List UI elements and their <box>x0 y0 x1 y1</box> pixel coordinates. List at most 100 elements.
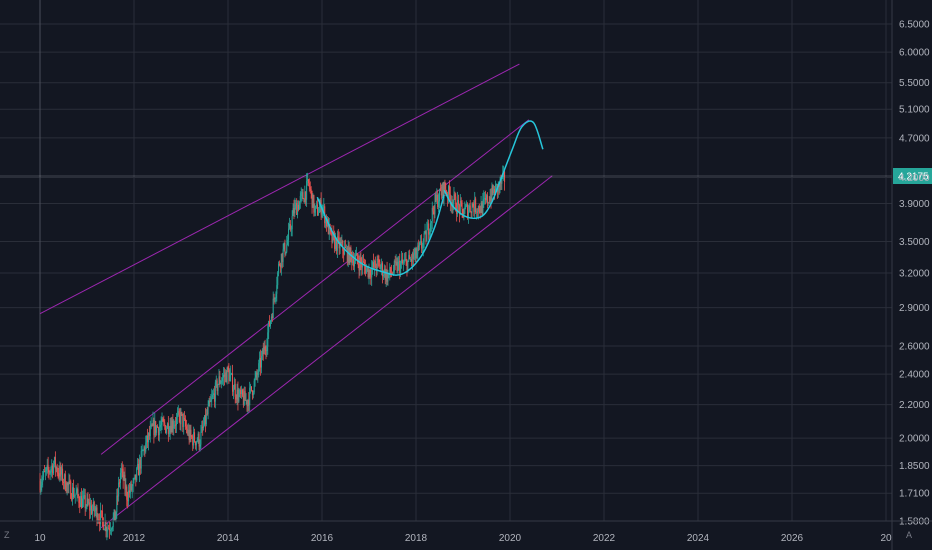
y-tick-label: 6.0000 <box>899 48 930 59</box>
candle-body <box>268 321 270 333</box>
candle-body <box>435 194 437 201</box>
candle-body <box>184 418 186 420</box>
candle-body <box>428 223 430 235</box>
candle-body <box>214 382 216 402</box>
candle-body <box>118 482 120 497</box>
candle-body <box>405 259 407 261</box>
candle-body <box>307 179 309 181</box>
candle-body <box>434 194 436 215</box>
last-price-label: 4.2175 <box>898 171 929 182</box>
middle-channel-line[interactable] <box>100 119 530 455</box>
candle-body <box>459 201 461 214</box>
candle-body <box>183 418 185 428</box>
candle-body <box>207 406 209 415</box>
x-tick-label: 2022 <box>593 533 616 544</box>
candle-body <box>112 517 114 527</box>
candle-body <box>68 481 70 486</box>
candle-body <box>92 502 94 510</box>
candle-body <box>99 519 101 525</box>
candle-body <box>397 262 399 272</box>
candle-body <box>491 185 493 201</box>
candle-body <box>209 400 211 402</box>
candle-body <box>147 433 149 443</box>
candle-body <box>162 418 164 422</box>
candle-body <box>301 192 303 194</box>
candle-body <box>127 499 129 502</box>
handle-curve[interactable] <box>443 185 499 219</box>
candle-body <box>475 198 477 213</box>
candle-body <box>396 261 398 272</box>
projection-arrow-curve[interactable] <box>497 120 544 187</box>
auto-scale-toggle-label[interactable]: A <box>906 530 913 540</box>
candle-body <box>176 414 178 418</box>
candle-body <box>328 224 330 235</box>
candle-body <box>296 203 298 215</box>
candle-body <box>307 179 309 183</box>
candle-body <box>468 205 470 211</box>
candle-body <box>238 394 240 402</box>
y-tick-label: 4.2000 <box>899 173 930 184</box>
y-tick-label: 1.5800 <box>899 517 930 528</box>
candle-body <box>186 428 188 434</box>
candle-body <box>477 206 479 212</box>
candle-body <box>71 498 73 500</box>
candle-body <box>456 211 458 214</box>
cup-curve[interactable] <box>316 194 445 276</box>
candle-body <box>342 241 344 251</box>
candle-body <box>166 423 168 429</box>
candle-body <box>131 486 133 491</box>
candle-body <box>294 204 296 214</box>
candle-body <box>303 198 305 203</box>
candle-body <box>215 380 217 383</box>
candle-body <box>58 473 60 477</box>
upper-channel-line[interactable] <box>39 63 520 315</box>
candle-body <box>467 210 469 218</box>
candle-body <box>394 261 396 262</box>
candle-body <box>448 185 450 199</box>
candle-body <box>471 203 473 214</box>
candle-body <box>157 427 159 436</box>
candle-body <box>336 236 338 251</box>
y-tick-label: 1.7100 <box>899 489 930 500</box>
y-tick-label: 6.5000 <box>899 20 930 31</box>
candle-body <box>208 400 210 407</box>
candle-body <box>371 268 373 278</box>
candle-body <box>185 426 187 429</box>
candle-body <box>153 419 155 436</box>
candle-body <box>288 223 290 229</box>
candle-body <box>283 242 285 250</box>
candle-body <box>425 231 427 242</box>
candle-body <box>151 424 153 426</box>
candle-body <box>81 496 83 508</box>
candle-body <box>332 232 334 243</box>
candle-body <box>247 399 249 407</box>
candle-body <box>260 357 262 368</box>
candle-body <box>187 429 189 434</box>
y-tick-label: 4.7000 <box>899 133 930 144</box>
candle-body <box>251 390 253 396</box>
candle-body <box>388 274 390 275</box>
candle-body <box>313 195 315 213</box>
candle-body <box>134 474 136 479</box>
candle-body <box>457 199 459 214</box>
price-axis[interactable]: 6.5000 6.0000 5.5000 5.1000 4.7000 4.2000 3.90… <box>891 0 930 550</box>
candle-body <box>109 528 111 531</box>
candle-body <box>146 435 148 443</box>
candle-body <box>298 201 300 210</box>
time-axis[interactable]: 10 2012 2014 2016 2018 2020 2022 2024 2026 20 <box>0 520 932 544</box>
candle-body <box>181 412 183 414</box>
y-tick-label: 3.2000 <box>899 269 930 280</box>
candle-body <box>260 355 262 368</box>
candle-body <box>189 429 191 440</box>
candle-body <box>279 264 281 268</box>
candle-body <box>281 253 283 262</box>
candle-body <box>204 415 205 426</box>
candle-body <box>302 192 304 199</box>
lower-channel-line[interactable] <box>100 175 553 529</box>
x-tick-label: 2018 <box>405 533 428 544</box>
candle-body <box>229 374 231 382</box>
candle-body <box>200 431 202 445</box>
candle-body <box>431 207 433 222</box>
log-scale-toggle-label[interactable]: Z <box>4 530 10 540</box>
